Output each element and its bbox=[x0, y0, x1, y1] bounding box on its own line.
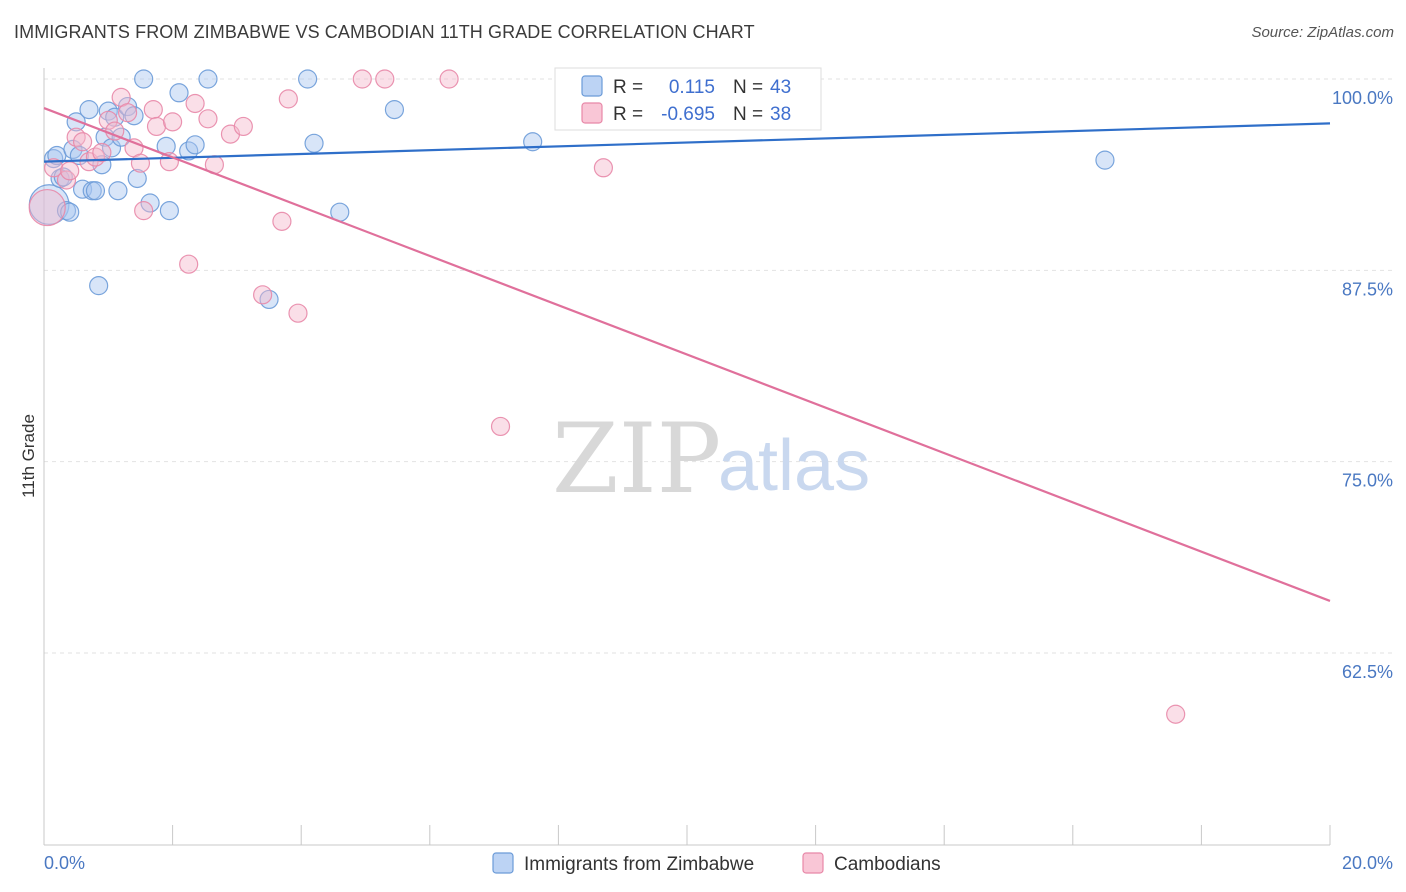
legend-r-value-cambodians: -0.695 bbox=[661, 104, 715, 125]
bottom-legend-swatch-zimbabwe bbox=[492, 852, 514, 874]
cambodians-point bbox=[98, 110, 118, 130]
legend-swatch-cambodians bbox=[581, 102, 603, 124]
bottom-legend: Immigrants from Zimbabwe Cambodians bbox=[492, 852, 941, 875]
cambodians-point bbox=[272, 211, 292, 231]
zimbabwe-point bbox=[384, 100, 405, 120]
cambodians-point bbox=[198, 109, 218, 129]
cambodians-point bbox=[253, 285, 273, 305]
legend-n-label-zimbabwe: N = bbox=[733, 77, 763, 98]
legend: R = 0.115 N = 43 R = -0.695 N = 38 bbox=[554, 67, 822, 131]
y-tick-labels: 62.5% 75.0% 87.5% 100.0% bbox=[1332, 88, 1393, 682]
legend-r-label-zimbabwe: R = bbox=[613, 77, 643, 98]
cambodians-point bbox=[288, 303, 308, 323]
y-tick-label: 75.0% bbox=[1342, 471, 1393, 491]
cambodians-point bbox=[375, 69, 395, 89]
zimbabwe-point bbox=[85, 181, 106, 201]
bottom-legend-label-zimbabwe: Immigrants from Zimbabwe bbox=[524, 854, 754, 875]
zimbabwe-trend-line bbox=[43, 122, 1331, 163]
legend-n-value-cambodians: 38 bbox=[770, 104, 791, 125]
legend-n-value-zimbabwe: 43 bbox=[770, 77, 791, 98]
zimbabwe-point bbox=[140, 193, 160, 213]
cambodians-point bbox=[134, 201, 154, 221]
x-ticks bbox=[43, 825, 1331, 845]
x-tick-label-max: 20.0% bbox=[1342, 853, 1393, 873]
chart-title: IMMIGRANTS FROM ZIMBABWE VS CAMBODIAN 11… bbox=[14, 22, 755, 42]
cambodians-point bbox=[117, 103, 138, 123]
cambodians-point bbox=[352, 69, 372, 89]
zimbabwe-point bbox=[89, 276, 109, 296]
cambodians-point bbox=[146, 116, 167, 137]
zimbabwe-point bbox=[108, 181, 128, 201]
cambodians-point bbox=[233, 116, 253, 137]
zimbabwe-point bbox=[56, 201, 77, 221]
zimbabwe-point bbox=[127, 168, 147, 189]
watermark-atlas: atlas bbox=[718, 426, 870, 506]
y-axis-title: 11th Grade bbox=[19, 414, 38, 498]
cambodians-point bbox=[490, 416, 511, 437]
cambodians-point bbox=[593, 158, 614, 178]
y-tick-label: 87.5% bbox=[1342, 279, 1393, 299]
cambodians-point bbox=[439, 69, 459, 89]
legend-swatch-zimbabwe bbox=[581, 75, 603, 97]
cambodians-point bbox=[185, 93, 205, 114]
series-cambodians-points bbox=[28, 69, 1186, 724]
zimbabwe-point bbox=[185, 135, 205, 155]
cambodians-point bbox=[278, 89, 298, 109]
zimbabwe-point bbox=[134, 69, 154, 89]
zimbabwe-point bbox=[1095, 150, 1115, 170]
cambodians-point bbox=[1166, 704, 1186, 724]
cambodians-point bbox=[179, 254, 199, 274]
cambodians-point bbox=[44, 158, 64, 178]
zimbabwe-point bbox=[159, 201, 179, 221]
cambodians-point bbox=[72, 132, 93, 152]
bottom-legend-label-cambodians: Cambodians bbox=[834, 854, 941, 875]
zimbabwe-point bbox=[169, 83, 189, 103]
zimbabwe-point bbox=[198, 69, 218, 89]
cambodians-point bbox=[143, 100, 163, 120]
cambodians-point bbox=[28, 188, 66, 227]
legend-r-label-cambodians: R = bbox=[613, 104, 643, 125]
trend-lines bbox=[43, 107, 1331, 602]
cambodians-trend-line bbox=[43, 107, 1331, 602]
source-label: Source: ZipAtlas.com bbox=[1251, 24, 1394, 41]
cambodians-point bbox=[60, 161, 80, 181]
zimbabwe-point bbox=[50, 168, 70, 189]
cambodians-point bbox=[130, 153, 151, 173]
zimbabwe-point bbox=[66, 112, 86, 132]
y-tick-label: 62.5% bbox=[1342, 662, 1393, 682]
zimbabwe-point bbox=[79, 100, 99, 120]
cambodians-point bbox=[92, 142, 112, 163]
legend-n-label-cambodians: N = bbox=[733, 104, 763, 125]
legend-r-value-zimbabwe: 0.115 bbox=[669, 77, 715, 98]
zimbabwe-point bbox=[304, 133, 324, 153]
cambodians-point bbox=[163, 112, 183, 132]
y-tick-label: 100.0% bbox=[1332, 88, 1393, 108]
bottom-legend-swatch-cambodians bbox=[802, 852, 824, 874]
zimbabwe-point bbox=[298, 69, 318, 89]
x-tick-label-min: 0.0% bbox=[44, 853, 85, 873]
watermark-zip: ZIP bbox=[552, 403, 721, 515]
